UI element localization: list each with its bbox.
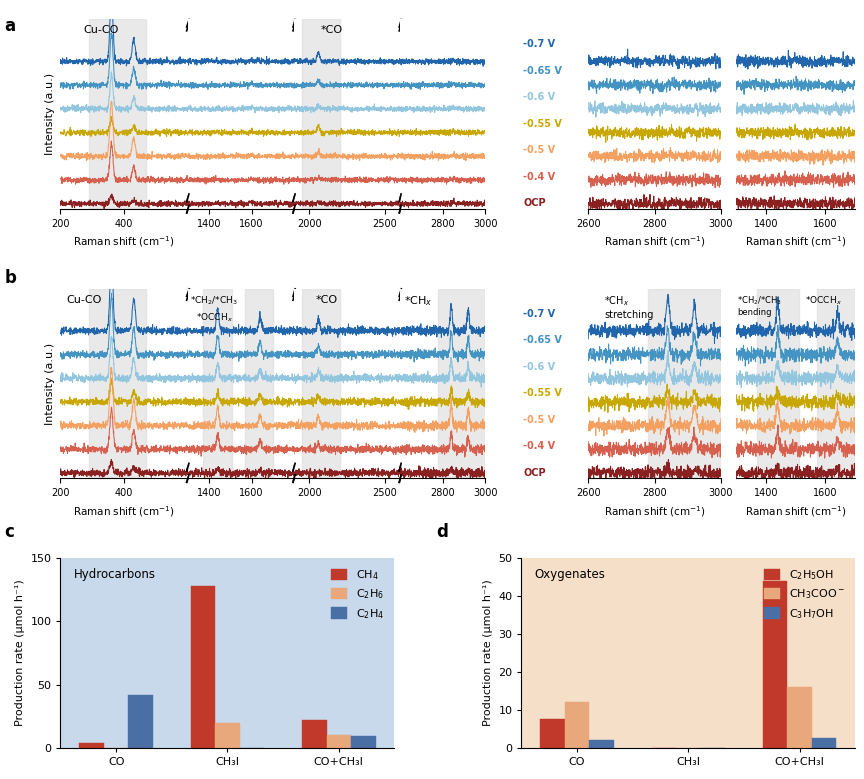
Text: *CO: *CO [321, 25, 343, 35]
Text: -0.4 V: -0.4 V [524, 172, 556, 182]
Bar [302, 19, 340, 209]
Text: *CH$_2$/*CH$_3$
bending: *CH$_2$/*CH$_3$ bending [737, 294, 782, 317]
Text: OCP: OCP [524, 199, 546, 209]
Text: *OCCH$_x$: *OCCH$_x$ [805, 294, 842, 307]
Bar [302, 720, 327, 748]
Bar [129, 695, 153, 748]
Text: -0.5 V: -0.5 V [524, 146, 556, 156]
Text: -0.4 V: -0.4 V [524, 441, 556, 451]
X-axis label: Raman shift (cm$^{-1}$): Raman shift (cm$^{-1}$) [73, 234, 175, 249]
Text: c: c [4, 523, 14, 541]
Bar [812, 738, 836, 748]
Bar [191, 586, 215, 748]
X-axis label: Raman shift (cm$^{-1}$): Raman shift (cm$^{-1}$) [745, 504, 847, 519]
Text: -0.6 V: -0.6 V [524, 93, 556, 102]
Text: -0.65 V: -0.65 V [524, 335, 562, 345]
Bar [89, 19, 147, 209]
Text: Hydrocarbons: Hydrocarbons [73, 568, 156, 580]
Text: a: a [4, 17, 16, 35]
Text: -0.6 V: -0.6 V [524, 361, 556, 372]
Bar [327, 735, 351, 748]
Bar [589, 740, 613, 748]
Bar [438, 289, 486, 478]
Text: -0.7 V: -0.7 V [524, 40, 556, 49]
Y-axis label: Intensity (a.u.): Intensity (a.u.) [45, 73, 55, 155]
Bar [302, 289, 340, 478]
Bar [763, 581, 787, 748]
Text: *CO: *CO [315, 294, 338, 305]
Legend: CH$_4$, C$_2$H$_6$, C$_2$H$_4$: CH$_4$, C$_2$H$_6$, C$_2$H$_4$ [327, 564, 389, 625]
Text: Cu-CO: Cu-CO [67, 294, 102, 305]
Y-axis label: Production rate (μmol h⁻¹): Production rate (μmol h⁻¹) [483, 580, 492, 726]
Text: d: d [436, 523, 448, 541]
Text: Cu-CO: Cu-CO [84, 25, 118, 35]
Text: *OCCH$_x$: *OCCH$_x$ [196, 312, 233, 324]
Text: -0.7 V: -0.7 V [524, 308, 556, 319]
Bar [787, 687, 812, 748]
Y-axis label: Production rate (μmol h⁻¹): Production rate (μmol h⁻¹) [15, 580, 25, 726]
Text: *CH$_2$/*CH$_3$: *CH$_2$/*CH$_3$ [190, 294, 238, 307]
Bar [245, 289, 273, 478]
Bar [89, 289, 147, 478]
Bar [565, 703, 589, 748]
X-axis label: Raman shift (cm$^{-1}$): Raman shift (cm$^{-1}$) [73, 504, 175, 519]
Text: Oxygenates: Oxygenates [535, 568, 606, 580]
Bar [79, 743, 104, 748]
Bar [215, 723, 239, 748]
Legend: C$_2$H$_5$OH, CH$_3$COO$^-$, C$_3$H$_7$OH: C$_2$H$_5$OH, CH$_3$COO$^-$, C$_3$H$_7$O… [759, 564, 850, 625]
Text: *CH$_x$
stretching: *CH$_x$ stretching [604, 294, 653, 320]
Bar [816, 289, 855, 478]
Y-axis label: Intensity (a.u.): Intensity (a.u.) [45, 343, 55, 425]
Text: *CH$_x$: *CH$_x$ [404, 294, 433, 308]
Text: OCP: OCP [524, 468, 546, 478]
X-axis label: Raman shift (cm$^{-1}$): Raman shift (cm$^{-1}$) [745, 234, 847, 249]
Bar [351, 736, 376, 748]
X-axis label: Raman shift (cm$^{-1}$): Raman shift (cm$^{-1}$) [604, 504, 706, 519]
Bar [648, 289, 721, 478]
Text: b: b [4, 269, 16, 287]
Text: -0.65 V: -0.65 V [524, 66, 562, 76]
Text: -0.55 V: -0.55 V [524, 388, 562, 398]
Text: -0.5 V: -0.5 V [524, 414, 556, 425]
Bar [540, 719, 565, 748]
X-axis label: Raman shift (cm$^{-1}$): Raman shift (cm$^{-1}$) [604, 234, 706, 249]
Bar [203, 289, 232, 478]
Bar [757, 289, 798, 478]
Text: -0.55 V: -0.55 V [524, 119, 562, 129]
